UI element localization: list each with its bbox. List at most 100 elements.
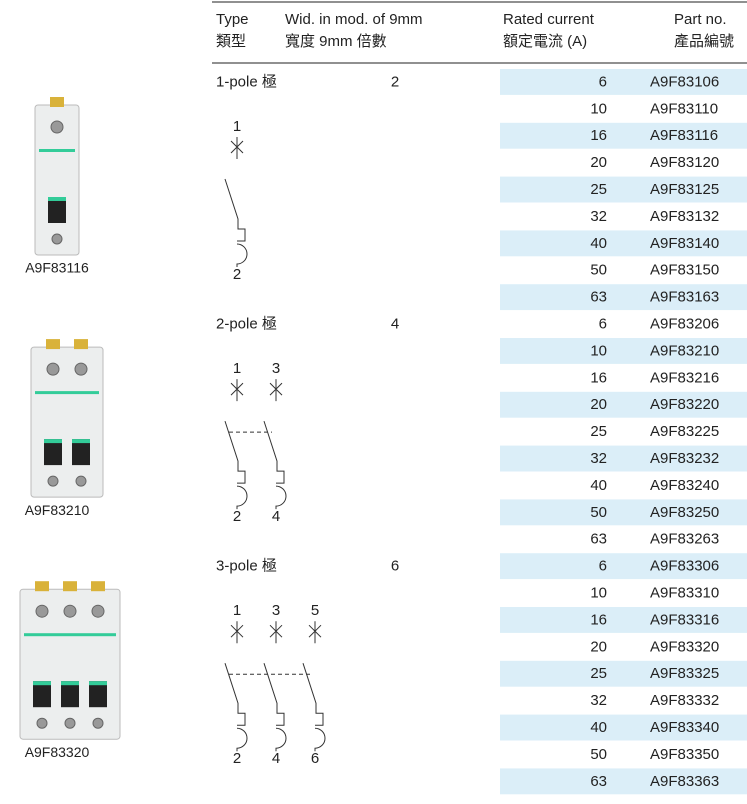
rated-current: 50 bbox=[590, 746, 607, 763]
row-shade bbox=[500, 714, 747, 741]
terminal-screw bbox=[35, 581, 49, 592]
brand-stripe bbox=[39, 149, 75, 152]
toggle bbox=[61, 681, 79, 708]
row-shade bbox=[500, 122, 747, 149]
part-no: A9F83125 bbox=[650, 181, 719, 198]
toggle bbox=[89, 681, 107, 708]
part-no: A9F83216 bbox=[650, 369, 719, 386]
row-shade bbox=[500, 284, 747, 311]
rated-current: 40 bbox=[590, 235, 607, 252]
part-no: A9F83206 bbox=[650, 316, 719, 333]
row-shade bbox=[500, 553, 747, 580]
rated-current: 16 bbox=[590, 127, 607, 144]
terminal-screw bbox=[50, 97, 64, 107]
part-no: A9F83325 bbox=[650, 665, 719, 682]
rated-current: 16 bbox=[590, 369, 607, 386]
screw bbox=[75, 475, 87, 487]
rated-current: 20 bbox=[590, 154, 607, 171]
rated-current: 63 bbox=[590, 289, 607, 306]
part-no: A9F83320 bbox=[650, 638, 719, 655]
toggle bbox=[48, 197, 66, 223]
rated-current: 32 bbox=[590, 692, 607, 709]
rated-current: 6 bbox=[599, 73, 607, 90]
row-shade bbox=[500, 660, 747, 687]
rated-current: 40 bbox=[590, 477, 607, 494]
part-no: A9F83150 bbox=[650, 262, 719, 279]
pole-bottom: 2 bbox=[233, 750, 241, 767]
rated-current: 50 bbox=[590, 504, 607, 521]
header-en: Part no. bbox=[674, 11, 727, 28]
screw bbox=[91, 604, 105, 618]
pole-top: 1 bbox=[233, 602, 241, 619]
terminal-screw bbox=[46, 339, 60, 350]
pole-top: 5 bbox=[311, 602, 319, 619]
part-no: A9F83132 bbox=[650, 208, 719, 225]
pole-top: 3 bbox=[272, 360, 280, 377]
type: 1-pole 極 bbox=[216, 73, 277, 90]
screw bbox=[36, 717, 48, 729]
part-no: A9F83106 bbox=[650, 73, 719, 90]
pole-top: 1 bbox=[233, 118, 241, 135]
part-no: A9F83110 bbox=[650, 100, 718, 117]
toggle bbox=[72, 439, 90, 466]
toggle-green bbox=[72, 439, 90, 444]
row-shade bbox=[500, 176, 747, 203]
toggle bbox=[33, 681, 51, 708]
toggle-green bbox=[48, 197, 66, 201]
pole-top: 1 bbox=[233, 360, 241, 377]
part-no: A9F83316 bbox=[650, 611, 719, 628]
rated-current: 10 bbox=[590, 585, 607, 602]
image-label: A9F83210 bbox=[25, 502, 90, 518]
part-no: A9F83210 bbox=[650, 342, 719, 359]
screw bbox=[64, 717, 76, 729]
row-shade bbox=[500, 69, 747, 95]
toggle bbox=[44, 439, 62, 466]
toggle-green bbox=[89, 681, 107, 686]
pole-symbol bbox=[302, 621, 326, 752]
screw bbox=[74, 362, 88, 376]
rated-current: 40 bbox=[590, 719, 607, 736]
pole-symbol bbox=[224, 137, 248, 267]
pole-bottom: 4 bbox=[272, 508, 280, 525]
pole-symbol bbox=[224, 379, 248, 510]
rated-current: 50 bbox=[590, 262, 607, 279]
rated-current: 20 bbox=[590, 396, 607, 413]
rated-current: 10 bbox=[590, 342, 607, 359]
part-no: A9F83363 bbox=[650, 773, 719, 790]
pole-bottom: 2 bbox=[233, 266, 241, 283]
screw bbox=[92, 717, 104, 729]
part-no: A9F83310 bbox=[650, 585, 719, 602]
width: 4 bbox=[391, 316, 399, 333]
header-zh: 類型 bbox=[216, 33, 246, 50]
part-no: A9F83232 bbox=[650, 450, 719, 467]
type: 2-pole 極 bbox=[216, 316, 277, 333]
terminal-screw bbox=[74, 339, 88, 350]
terminal-screw bbox=[63, 581, 77, 592]
pole-symbol bbox=[224, 621, 248, 752]
part-no: A9F83240 bbox=[650, 477, 719, 494]
pole-top: 3 bbox=[272, 602, 280, 619]
part-no: A9F83250 bbox=[650, 504, 719, 521]
toggle-green bbox=[33, 681, 51, 686]
row-shade bbox=[500, 499, 747, 526]
part-no: A9F83116 bbox=[650, 127, 718, 144]
part-no: A9F83220 bbox=[650, 396, 719, 413]
part-no: A9F83340 bbox=[650, 719, 719, 736]
part-no: A9F83263 bbox=[650, 531, 719, 548]
header-en: Rated current bbox=[503, 11, 595, 28]
terminal-screw bbox=[91, 581, 105, 592]
screw bbox=[46, 362, 60, 376]
screw bbox=[35, 604, 49, 618]
pole-bottom: 6 bbox=[311, 750, 319, 767]
part-no: A9F83140 bbox=[650, 235, 719, 252]
rated-current: 16 bbox=[590, 611, 607, 628]
toggle-green bbox=[44, 439, 62, 444]
screw bbox=[51, 233, 63, 245]
rated-current: 25 bbox=[590, 181, 607, 198]
rated-current: 10 bbox=[590, 100, 607, 117]
part-no: A9F83332 bbox=[650, 692, 719, 709]
image-label: A9F83320 bbox=[25, 744, 90, 760]
part-no: A9F83350 bbox=[650, 746, 719, 763]
